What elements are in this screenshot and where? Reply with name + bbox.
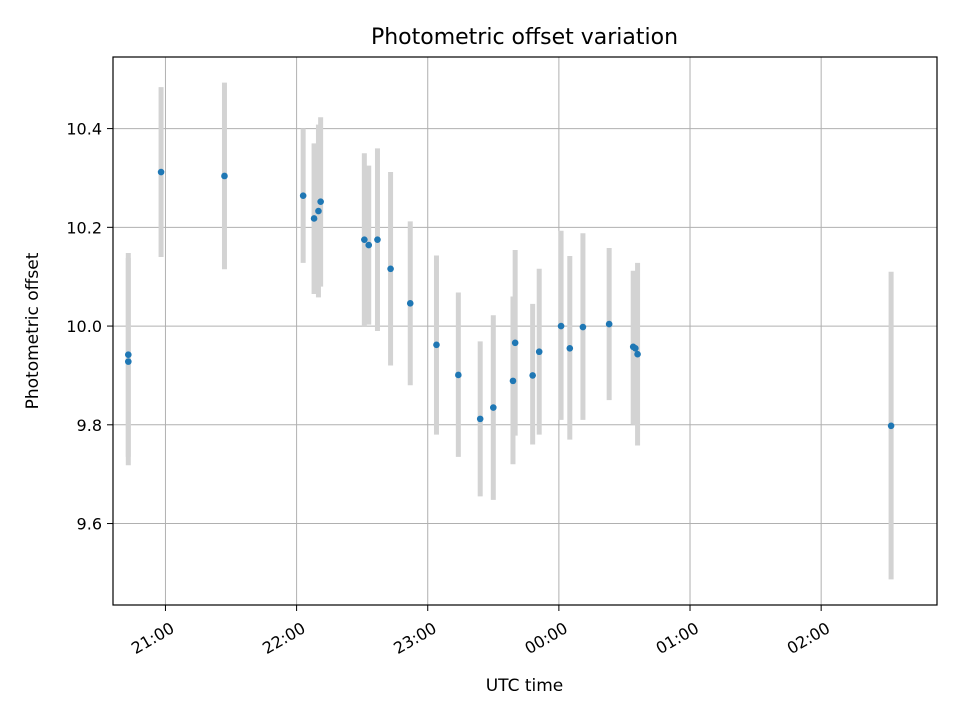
data-point xyxy=(361,236,368,243)
data-point xyxy=(124,351,132,358)
data-point xyxy=(566,344,574,352)
data-point xyxy=(157,168,165,176)
data-point xyxy=(509,377,517,385)
data-point xyxy=(535,348,543,356)
data-point xyxy=(887,422,895,430)
data-point xyxy=(632,344,639,352)
data-point xyxy=(557,322,565,330)
y-tick-label: 10.4 xyxy=(66,120,102,139)
data-point xyxy=(310,215,318,222)
x-axis-label: UTC time xyxy=(486,676,564,696)
data-point xyxy=(317,198,324,205)
chart-title: Photometric offset variation xyxy=(371,25,678,50)
data-point xyxy=(374,236,381,243)
data-point xyxy=(511,339,519,347)
grid xyxy=(113,57,937,605)
data-point xyxy=(433,341,440,349)
y-axis-label: Photometric offset xyxy=(23,252,43,409)
data-point xyxy=(476,415,484,423)
data-point xyxy=(387,265,394,273)
plot-area-frame xyxy=(112,56,938,606)
data-point xyxy=(579,323,587,331)
data-points xyxy=(124,168,895,430)
data-point xyxy=(221,172,228,180)
data-point xyxy=(605,320,613,328)
data-point xyxy=(365,241,373,249)
y-tick-label: 10.0 xyxy=(66,317,102,336)
data-point xyxy=(455,371,462,379)
y-tick-label: 9.8 xyxy=(77,416,102,435)
data-point xyxy=(124,358,132,365)
y-tick-label: 10.2 xyxy=(66,218,102,237)
data-point xyxy=(634,350,641,358)
data-point xyxy=(529,372,536,379)
data-point xyxy=(315,207,322,215)
y-tick-label: 9.6 xyxy=(77,515,102,534)
data-point xyxy=(490,404,497,411)
data-point xyxy=(299,192,307,200)
data-point xyxy=(406,300,414,307)
